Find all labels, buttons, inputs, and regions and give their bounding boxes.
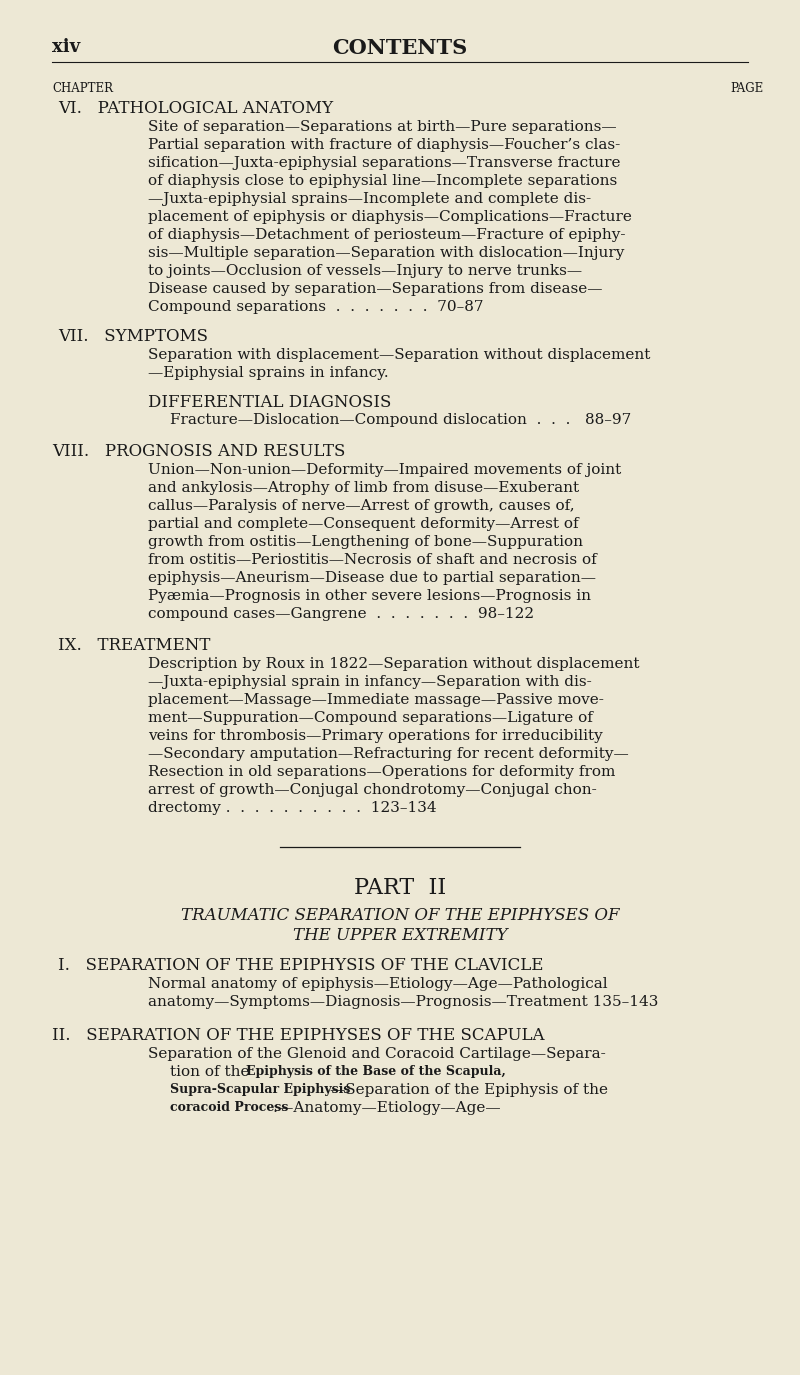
Text: :—Anatomy—Etiology—Age—: :—Anatomy—Etiology—Age—	[268, 1101, 501, 1115]
Text: DIFFERENTIAL DIAGNOSIS: DIFFERENTIAL DIAGNOSIS	[148, 395, 391, 411]
Text: Epiphysis of the Base of the Scapula,: Epiphysis of the Base of the Scapula,	[246, 1066, 506, 1078]
Text: TRAUMATIC SEPARATION OF THE EPIPHYSES OF: TRAUMATIC SEPARATION OF THE EPIPHYSES OF	[181, 908, 619, 924]
Text: placement—Massage—Immediate massage—Passive move-: placement—Massage—Immediate massage—Pass…	[148, 693, 604, 707]
Text: veins for thrombosis—Primary operations for irreducibility: veins for thrombosis—Primary operations …	[148, 729, 602, 742]
Text: arrest of growth—Conjugal chondrotomy—Conjugal chon-: arrest of growth—Conjugal chondrotomy—Co…	[148, 782, 597, 797]
Text: sis—Multiple separation—Separation with dislocation—Injury: sis—Multiple separation—Separation with …	[148, 246, 624, 260]
Text: Compound separations  .  .  .  .  .  .  .  70–87: Compound separations . . . . . . . 70–87	[148, 300, 483, 314]
Text: THE UPPER EXTREMITY: THE UPPER EXTREMITY	[293, 927, 507, 945]
Text: callus—Paralysis of nerve—Arrest of growth, causes of,: callus—Paralysis of nerve—Arrest of grow…	[148, 499, 574, 513]
Text: Supra-Scapular Epiphysis: Supra-Scapular Epiphysis	[170, 1084, 350, 1096]
Text: I.   SEPARATION OF THE EPIPHYSIS OF THE CLAVICLE: I. SEPARATION OF THE EPIPHYSIS OF THE CL…	[58, 957, 543, 973]
Text: Resection in old separations—Operations for deformity from: Resection in old separations—Operations …	[148, 765, 615, 780]
Text: xiv: xiv	[52, 38, 80, 56]
Text: CONTENTS: CONTENTS	[332, 38, 468, 58]
Text: II.   SEPARATION OF THE EPIPHYSES OF THE SCAPULA: II. SEPARATION OF THE EPIPHYSES OF THE S…	[52, 1027, 545, 1044]
Text: Normal anatomy of epiphysis—Etiology—Age—Pathological: Normal anatomy of epiphysis—Etiology—Age…	[148, 978, 608, 991]
Text: ment—Suppuration—Compound separations—Ligature of: ment—Suppuration—Compound separations—Li…	[148, 711, 593, 725]
Text: —Separation of the Epiphysis of the: —Separation of the Epiphysis of the	[330, 1084, 608, 1097]
Text: VII.   SYMPTOMS: VII. SYMPTOMS	[58, 329, 208, 345]
Text: drectomy .  .  .  .  .  .  .  .  .  .  123–134: drectomy . . . . . . . . . . 123–134	[148, 802, 437, 815]
Text: Site of separation—Separations at birth—Pure separations—: Site of separation—Separations at birth—…	[148, 120, 617, 133]
Text: VIII.   PROGNOSIS AND RESULTS: VIII. PROGNOSIS AND RESULTS	[52, 443, 346, 461]
Text: compound cases—Gangrene  .  .  .  .  .  .  .  98–122: compound cases—Gangrene . . . . . . . 98…	[148, 606, 534, 622]
Text: IX.   TREATMENT: IX. TREATMENT	[58, 637, 210, 654]
Text: PART  II: PART II	[354, 877, 446, 899]
Text: sification—Juxta-epiphysial separations—Transverse fracture: sification—Juxta-epiphysial separations—…	[148, 155, 621, 170]
Text: growth from ostitis—Lengthening of bone—Suppuration: growth from ostitis—Lengthening of bone—…	[148, 535, 583, 549]
Text: —Epiphysial sprains in infancy.: —Epiphysial sprains in infancy.	[148, 366, 389, 380]
Text: and ankylosis—Atrophy of limb from disuse—Exuberant: and ankylosis—Atrophy of limb from disus…	[148, 481, 579, 495]
Text: from ostitis—Periostitis—Necrosis of shaft and necrosis of: from ostitis—Periostitis—Necrosis of sha…	[148, 553, 597, 566]
Text: Pyæmia—Prognosis in other severe lesions—Prognosis in: Pyæmia—Prognosis in other severe lesions…	[148, 588, 591, 604]
Text: Disease caused by separation—Separations from disease—: Disease caused by separation—Separations…	[148, 282, 602, 296]
Text: tion of the: tion of the	[170, 1066, 254, 1079]
Text: anatomy—Symptoms—Diagnosis—Prognosis—Treatment 135–143: anatomy—Symptoms—Diagnosis—Prognosis—Tre…	[148, 996, 658, 1009]
Text: to joints—Occlusion of vessels—Injury to nerve trunks—: to joints—Occlusion of vessels—Injury to…	[148, 264, 582, 278]
Text: Fracture—Dislocation—Compound dislocation  .  .  .   88–97: Fracture—Dislocation—Compound dislocatio…	[170, 412, 631, 428]
Text: VI.   PATHOLOGICAL ANATOMY: VI. PATHOLOGICAL ANATOMY	[58, 100, 333, 117]
Text: partial and complete—Consequent deformity—Arrest of: partial and complete—Consequent deformit…	[148, 517, 578, 531]
Text: Partial separation with fracture of diaphysis—Foucher’s clas-: Partial separation with fracture of diap…	[148, 138, 620, 153]
Text: epiphysis—Aneurism—Disease due to partial separation—: epiphysis—Aneurism—Disease due to partia…	[148, 571, 596, 584]
Text: CHAPTER: CHAPTER	[52, 82, 113, 95]
Text: of diaphysis close to epiphysial line—Incomplete separations: of diaphysis close to epiphysial line—In…	[148, 175, 618, 188]
Text: Union—Non-union—Deformity—Impaired movements of joint: Union—Non-union—Deformity—Impaired movem…	[148, 463, 622, 477]
Text: PAGE: PAGE	[730, 82, 763, 95]
Text: —Secondary amputation—Refracturing for recent deformity—: —Secondary amputation—Refracturing for r…	[148, 747, 629, 760]
Text: of diaphysis—Detachment of periosteum—Fracture of epiphy-: of diaphysis—Detachment of periosteum—Fr…	[148, 228, 626, 242]
Text: —Juxta-epiphysial sprain in infancy—Separation with dis-: —Juxta-epiphysial sprain in infancy—Sepa…	[148, 675, 592, 689]
Text: —Juxta-epiphysial sprains—Incomplete and complete dis-: —Juxta-epiphysial sprains—Incomplete and…	[148, 193, 591, 206]
Text: Separation with displacement—Separation without displacement: Separation with displacement—Separation …	[148, 348, 650, 362]
Text: Description by Roux in 1822—Separation without displacement: Description by Roux in 1822—Separation w…	[148, 657, 639, 671]
Text: coracoid Process: coracoid Process	[170, 1101, 288, 1114]
Text: Separation of the Glenoid and Coracoid Cartilage—Separa-: Separation of the Glenoid and Coracoid C…	[148, 1046, 606, 1062]
Text: placement of epiphysis or diaphysis—Complications—Fracture: placement of epiphysis or diaphysis—Comp…	[148, 210, 632, 224]
